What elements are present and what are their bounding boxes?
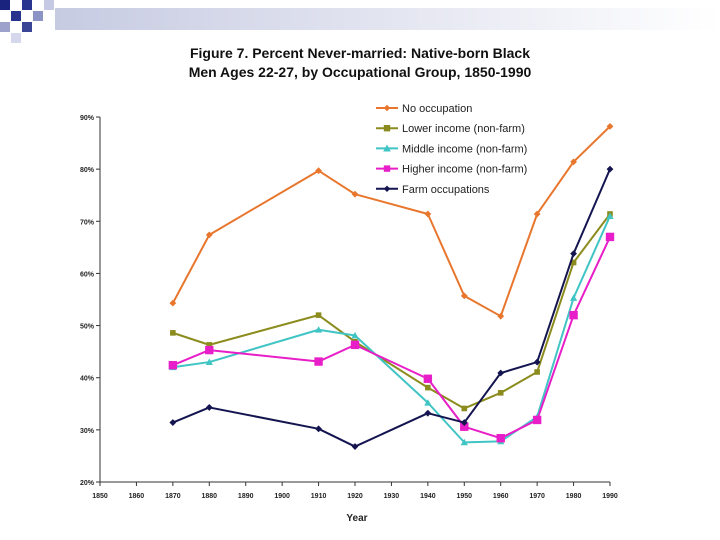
series-2-point: [170, 330, 176, 336]
legend-swatch-marker: [383, 104, 391, 112]
x-tick-label: 1980: [566, 493, 582, 500]
legend-swatch-marker: [383, 144, 391, 152]
slide-header-decoration: [0, 0, 720, 43]
series-3-point: [569, 294, 578, 301]
series-line-2: [172, 213, 611, 410]
series-5-point: [205, 404, 213, 411]
series-5-point: [460, 419, 468, 426]
series-2-point: [534, 369, 540, 375]
x-tick-label: 1950: [456, 493, 472, 500]
legend-entry: No occupation: [402, 103, 472, 115]
series-1-point: [315, 167, 322, 175]
legend-entry: Higher income (non-farm): [402, 164, 527, 176]
x-tick-label: 1850: [92, 493, 108, 500]
series-5-point: [351, 443, 359, 450]
series-1-point: [497, 312, 505, 320]
series-line-3: [172, 215, 611, 444]
x-tick-label: 1930: [384, 493, 400, 500]
legend-swatch-marker: [383, 125, 391, 132]
series-3-point: [606, 212, 614, 219]
series-2-point: [425, 384, 431, 391]
series-4-point: [532, 415, 542, 425]
series-2-point: [570, 259, 577, 266]
series-4-point: [168, 361, 178, 370]
legend-swatch-marker: [383, 185, 391, 192]
series-line-1: [171, 125, 611, 318]
series-1-point: [351, 190, 359, 198]
series-4-point: [460, 422, 469, 431]
series-3-point: [314, 326, 323, 333]
series-2-point: [206, 342, 213, 348]
x-axis-label: Year: [346, 513, 367, 524]
y-tick-label: 50%: [80, 324, 95, 331]
y-tick-label: 70%: [80, 219, 95, 226]
series-1-point: [460, 292, 468, 300]
series-5-point: [497, 369, 505, 377]
series-3-point: [205, 358, 213, 365]
series-2-point: [315, 312, 322, 318]
series-1-point: [606, 122, 614, 130]
x-tick-label: 1920: [347, 493, 363, 500]
chart-title-line-2: Men Ages 22-27, by Occupational Group, 1…: [188, 64, 532, 80]
series-4-point: [205, 345, 214, 355]
y-tick-label: 30%: [80, 428, 95, 435]
series-4-point: [496, 434, 505, 443]
x-tick-label: 1890: [238, 493, 254, 500]
series-5-point: [169, 419, 177, 426]
x-tick-label: 1910: [311, 493, 327, 500]
series-4-point: [605, 232, 615, 242]
x-tick-label: 1900: [274, 493, 290, 500]
x-tick-label: 1880: [201, 493, 217, 500]
y-tick-label: 20%: [80, 480, 95, 487]
series-3-point: [424, 399, 432, 406]
legend-swatch-marker: [383, 165, 391, 172]
series-4-point: [423, 374, 433, 383]
series-2-point: [497, 390, 504, 396]
series-1-point: [533, 210, 541, 218]
series-4-point: [569, 310, 578, 320]
series-line-4: [172, 236, 611, 440]
chart-title-line-1: Figure 7. Percent Never-married: Native-…: [189, 45, 530, 61]
legend-entry: Lower income (non-farm): [402, 123, 525, 135]
legend-entry: Farm occupations: [402, 184, 490, 196]
x-tick-label: 1860: [129, 493, 145, 500]
legend-entry: Middle income (non-farm): [402, 143, 527, 155]
y-tick-label: 40%: [80, 376, 95, 383]
x-tick-label: 1990: [602, 493, 618, 500]
x-tick-label: 1870: [165, 493, 181, 500]
series-4-point: [350, 340, 360, 350]
series-3-point: [460, 438, 468, 446]
series-1-point: [169, 299, 177, 307]
series-5-point: [606, 165, 614, 173]
y-tick-label: 80%: [80, 167, 95, 174]
x-tick-label: 1940: [420, 493, 436, 500]
series-1-point: [570, 158, 577, 166]
x-tick-label: 1960: [493, 493, 509, 500]
series-4-point: [314, 357, 323, 366]
series-2-point: [461, 405, 468, 412]
y-tick-label: 60%: [80, 271, 95, 278]
series-5-point: [315, 425, 322, 433]
x-tick-label: 1970: [529, 493, 545, 500]
series-3-point: [351, 331, 359, 339]
series-1-point: [205, 231, 213, 239]
chart-title: Figure 7. Percent Never-married: Native-…: [0, 44, 720, 82]
series-5-point: [533, 358, 541, 366]
series-5-point: [570, 250, 577, 258]
series-5-point: [424, 409, 432, 417]
y-tick-label: 90%: [80, 115, 95, 122]
series-1-point: [424, 210, 432, 218]
series-line-5: [172, 168, 611, 448]
